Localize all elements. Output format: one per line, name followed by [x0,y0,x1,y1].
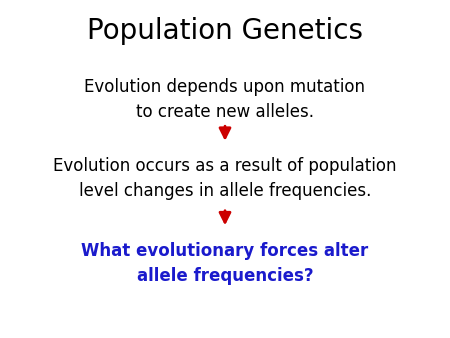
Text: Evolution occurs as a result of population
level changes in allele frequencies.: Evolution occurs as a result of populati… [53,157,397,200]
Text: Evolution depends upon mutation
to create new alleles.: Evolution depends upon mutation to creat… [85,78,365,121]
Text: Population Genetics: Population Genetics [87,17,363,45]
Text: What evolutionary forces alter
allele frequencies?: What evolutionary forces alter allele fr… [81,242,369,285]
